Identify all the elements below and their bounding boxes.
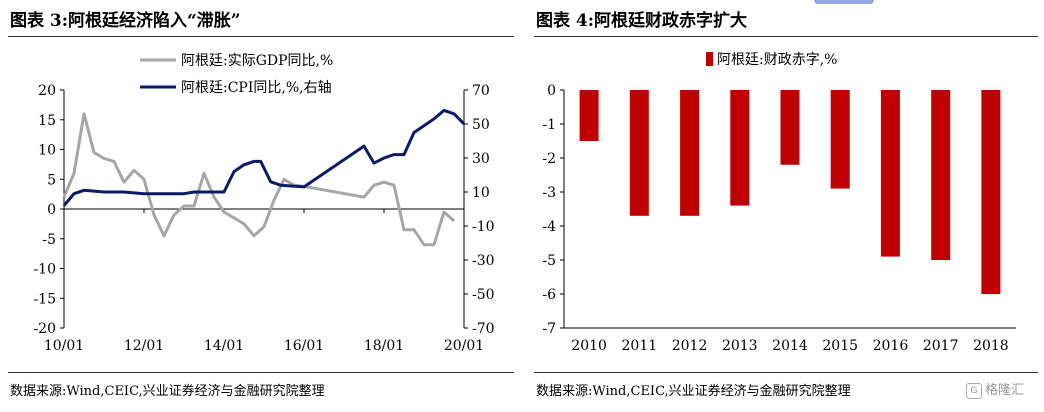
deficit-bar <box>981 90 1001 294</box>
x-category-label: 2017 <box>923 338 959 354</box>
y-tick-label: -3 <box>542 185 556 201</box>
deficit-bar <box>730 90 750 206</box>
left-y-tick-label: 5 <box>47 172 56 188</box>
left-y-tick-label: -5 <box>42 232 56 248</box>
left-y-tick-label: -20 <box>33 321 56 337</box>
x-category-label: 2010 <box>571 338 607 354</box>
left-y-tick-label: -15 <box>33 291 56 307</box>
legend-label: 阿根廷:财政赤字,% <box>717 52 837 68</box>
right-source-rule <box>534 372 1038 373</box>
right-y-tick-label: 10 <box>472 185 490 201</box>
x-tick-label: 14/01 <box>204 338 244 354</box>
right-chart-panel: 图表 4:阿根廷财政赤字扩大 0 -1 -2 -3 -4 -5 -6 -7 2010 2011 20… <box>526 0 1044 412</box>
x-category-label: 2018 <box>973 338 1009 354</box>
x-tick-label: 18/01 <box>364 338 404 354</box>
y-tick-label: -2 <box>542 151 556 167</box>
left-y-tick-label: 15 <box>38 113 56 129</box>
x-tick-label: 16/01 <box>284 338 324 354</box>
cpi-series-line <box>62 108 466 207</box>
right-y-tick-label: -70 <box>472 321 495 337</box>
x-category-label: 2012 <box>672 338 708 354</box>
y-tick-label: -6 <box>542 287 556 303</box>
gdp-legend-label: 阿根廷:实际GDP同比,% <box>181 53 333 69</box>
watermark-logo-icon: G <box>966 382 982 399</box>
deficit-bar <box>780 90 800 165</box>
right-bar-chart: 0 -1 -2 -3 -4 -5 -6 -7 2010 2011 2012 2013 2014 2015 2… <box>542 52 1016 354</box>
right-y-tick-label: -30 <box>472 253 495 269</box>
x-tick-label: 12/01 <box>124 338 164 354</box>
left-y-tick-label: 20 <box>38 83 56 99</box>
right-y-tick-label: -10 <box>472 219 495 235</box>
y-tick-label: -7 <box>542 321 556 337</box>
top-accent-decoration <box>814 0 874 4</box>
deficit-bar <box>931 90 951 260</box>
deficit-bar <box>629 90 649 216</box>
y-tick-label: -1 <box>542 117 556 133</box>
y-tick-label: -4 <box>542 219 556 235</box>
x-tick-label: 10/01 <box>44 338 84 354</box>
left-y-tick-label: -10 <box>33 262 56 278</box>
left-y-tick-label: 10 <box>38 143 56 159</box>
x-tick-label: 20/01 <box>444 338 484 354</box>
deficit-bar <box>680 90 700 216</box>
left-source-note: 数据来源:Wind,CEIC,兴业证券经济与金融研究院整理 <box>10 384 325 399</box>
x-category-label: 2016 <box>873 338 909 354</box>
left-title-rule <box>8 36 514 37</box>
x-category-label: 2015 <box>822 338 858 354</box>
left-y-tick-label: 0 <box>47 202 56 218</box>
cpi-legend-label: 阿根廷:CPI同比,%,右轴 <box>181 80 332 96</box>
right-chart-title: 图表 4:阿根廷财政赤字扩大 <box>536 11 748 31</box>
x-category-label: 2014 <box>772 338 808 354</box>
gdp-series-line <box>62 112 455 247</box>
watermark-text: 格隆汇 <box>985 383 1025 398</box>
y-tick-label: -5 <box>542 253 556 269</box>
left-source-rule <box>8 372 514 373</box>
right-y-tick-label: 50 <box>472 117 490 133</box>
left-chart-title: 图表 3:阿根廷经济陷入“滞胀” <box>10 11 241 31</box>
right-source-note: 数据来源:Wind,CEIC,兴业证券经济与金融研究院整理 <box>536 384 851 399</box>
legend-swatch <box>706 52 713 66</box>
deficit-bar <box>880 90 900 257</box>
right-y-tick-label: 30 <box>472 151 490 167</box>
right-y-tick-label: -50 <box>472 287 495 303</box>
x-category-label: 2011 <box>622 338 658 354</box>
x-category-label: 2013 <box>722 338 758 354</box>
right-y-tick-label: 70 <box>472 83 490 99</box>
deficit-bar <box>830 90 850 189</box>
y-tick-label: 0 <box>547 83 556 99</box>
left-line-chart: 20151050-5-10-15-2070503010-10-30-50-701… <box>33 53 495 354</box>
deficit-bar <box>579 90 599 141</box>
left-chart-panel: 图表 3:阿根廷经济陷入“滞胀” 20 15 10 5 0 -5 -10 -15 -20 70 50… <box>0 0 520 412</box>
right-title-rule <box>534 36 1038 37</box>
watermark: G 格隆汇 <box>966 379 1024 399</box>
